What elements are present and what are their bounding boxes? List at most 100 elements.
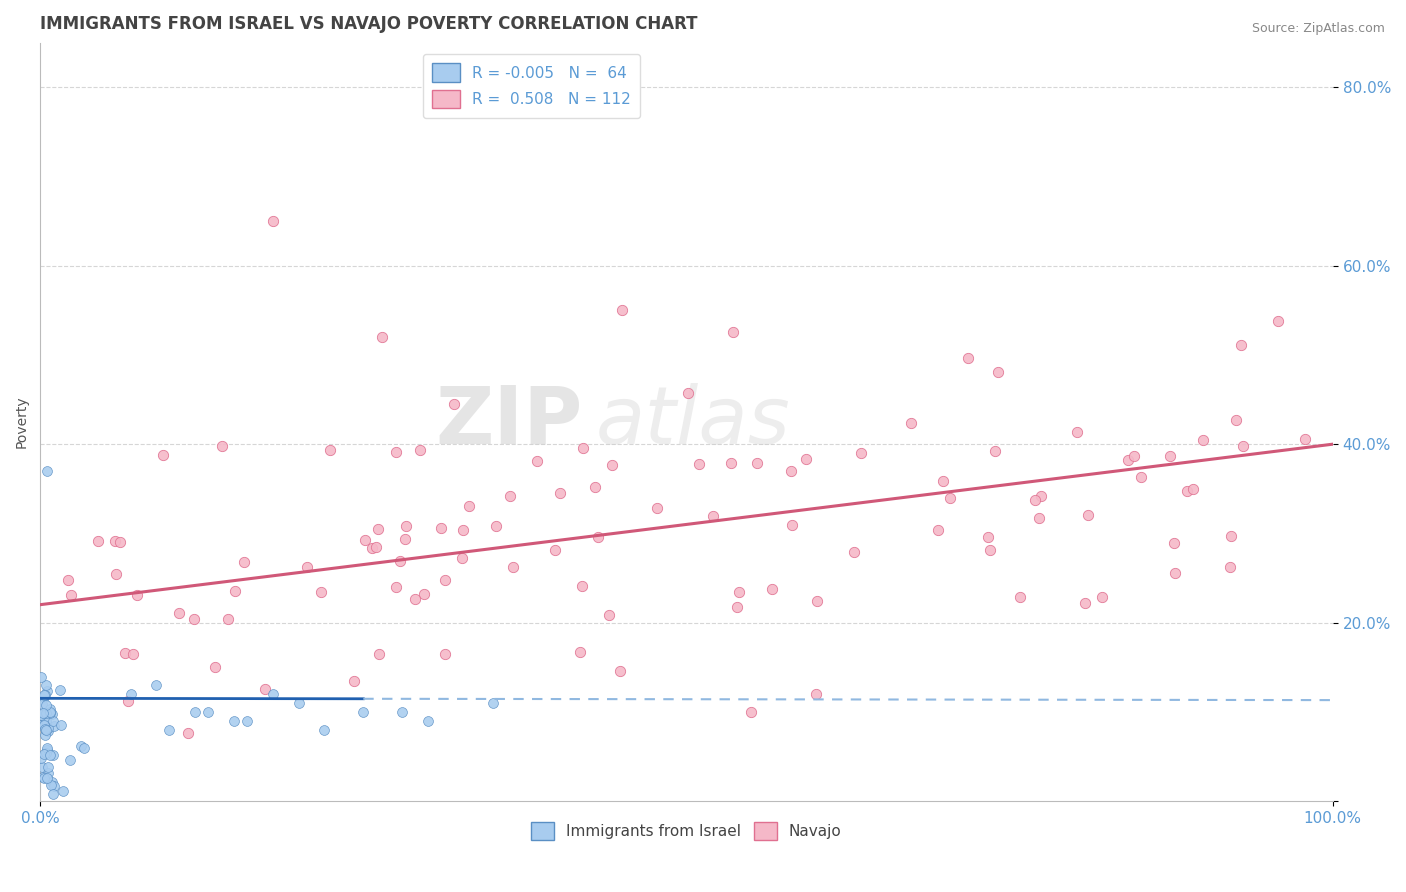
Point (253, 682, 276, 697)
Text: atlas: atlas (596, 383, 790, 461)
Point (34, 728, 56, 742)
Point (413, 587, 436, 601)
Point (167, 606, 190, 620)
Point (32, 690, 55, 704)
Point (1219, 560, 1241, 574)
Point (364, 540, 387, 554)
Point (42, 748, 65, 763)
Point (262, 214, 284, 228)
Point (780, 518, 803, 533)
Text: IMMIGRANTS FROM ISRAEL VS NAVAJO POVERTY CORRELATION CHART: IMMIGRANTS FROM ISRAEL VS NAVAJO POVERTY… (41, 15, 697, 33)
Point (1182, 482, 1205, 496)
Point (740, 705, 762, 719)
Point (1074, 596, 1097, 610)
Point (498, 489, 520, 503)
Point (295, 560, 318, 574)
Point (550, 486, 572, 500)
Point (122, 647, 145, 661)
Point (394, 532, 416, 546)
Point (979, 542, 1001, 557)
Point (583, 480, 606, 494)
Point (145, 678, 167, 692)
Point (571, 579, 593, 593)
Point (32, 771, 55, 785)
Point (481, 696, 503, 710)
Point (125, 588, 148, 602)
Point (1122, 449, 1144, 463)
Point (104, 567, 127, 582)
Point (217, 611, 239, 625)
Point (416, 714, 439, 728)
Point (31, 716, 53, 731)
Point (37, 760, 59, 774)
Point (41, 707, 63, 722)
Point (1220, 529, 1243, 543)
Point (262, 687, 284, 701)
Point (1008, 591, 1031, 605)
Text: Source: ZipAtlas.com: Source: ZipAtlas.com (1251, 22, 1385, 36)
Point (343, 673, 366, 688)
Point (42, 788, 65, 802)
Point (1175, 484, 1198, 499)
Point (932, 474, 955, 488)
Point (60, 588, 83, 602)
Point (319, 443, 342, 458)
Point (38, 702, 60, 716)
Point (31, 770, 53, 784)
Point (984, 444, 1007, 458)
Point (761, 582, 783, 596)
Point (35, 678, 58, 692)
Point (31, 698, 53, 712)
Point (42, 780, 65, 794)
Point (120, 687, 142, 701)
Point (927, 524, 949, 538)
Point (458, 500, 481, 514)
Point (610, 303, 633, 318)
Point (367, 522, 389, 536)
Point (443, 397, 465, 411)
Point (1164, 566, 1187, 581)
Point (157, 723, 180, 737)
Point (849, 445, 872, 459)
Point (73, 741, 96, 756)
Point (222, 714, 245, 728)
Point (232, 555, 254, 569)
Point (35, 684, 58, 698)
Point (725, 599, 748, 614)
Point (42, 719, 65, 733)
Point (35, 706, 58, 720)
Point (451, 551, 474, 566)
Point (485, 519, 508, 533)
Point (32, 718, 55, 732)
Point (780, 465, 803, 479)
Point (391, 705, 413, 719)
Point (367, 647, 389, 661)
Point (39, 778, 62, 792)
Point (114, 646, 136, 660)
Point (34, 688, 56, 702)
Point (1294, 433, 1316, 447)
Point (645, 500, 668, 515)
Point (35, 714, 58, 729)
Point (35, 723, 58, 737)
Legend: Immigrants from Israel, Navajo: Immigrants from Israel, Navajo (526, 815, 848, 847)
Point (956, 351, 979, 365)
Point (572, 441, 595, 455)
Point (1028, 511, 1050, 525)
Point (1225, 413, 1247, 427)
Point (108, 535, 131, 549)
Point (900, 416, 922, 430)
Point (842, 545, 865, 559)
Point (34, 698, 56, 712)
Point (987, 365, 1010, 379)
Point (804, 687, 827, 701)
Point (569, 645, 592, 659)
Point (52, 784, 75, 798)
Point (600, 458, 623, 473)
Point (236, 714, 259, 728)
Point (42, 714, 65, 728)
Point (1116, 453, 1139, 467)
Point (352, 705, 374, 719)
Point (309, 585, 332, 599)
Point (1077, 508, 1099, 522)
